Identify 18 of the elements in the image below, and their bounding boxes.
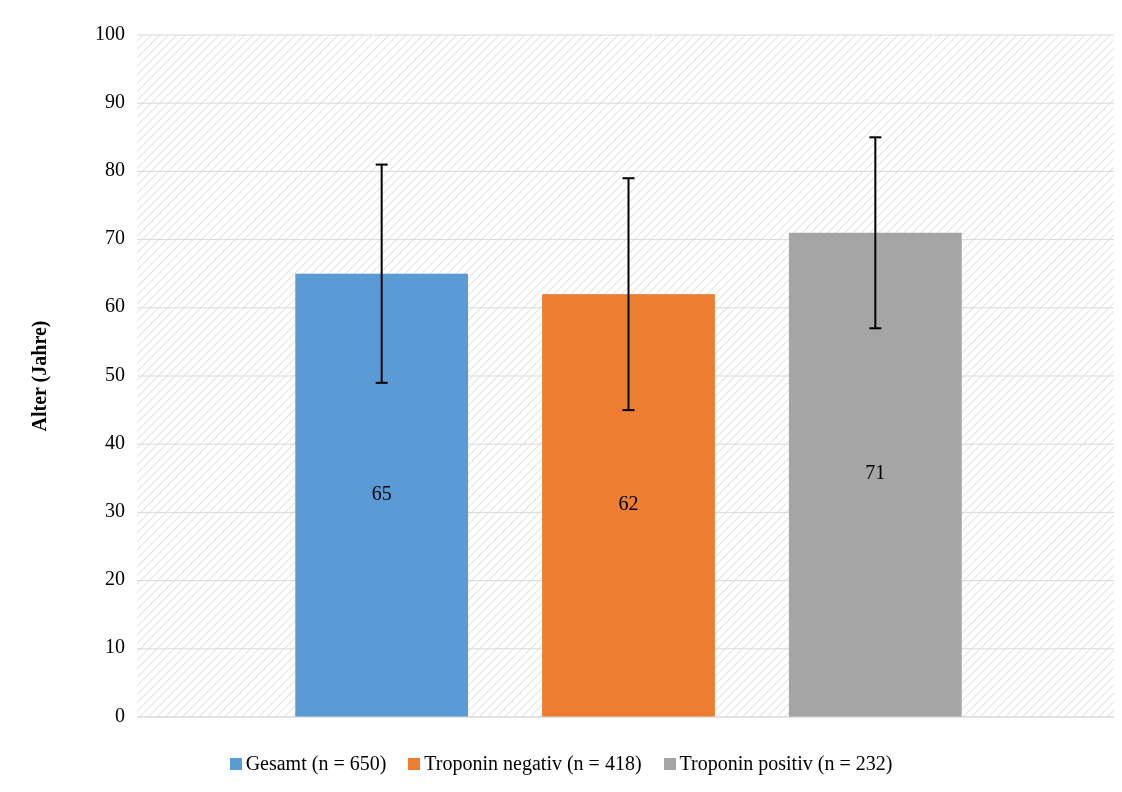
- y-tick-label: 60: [105, 294, 125, 317]
- data-label: 62: [618, 492, 639, 515]
- legend-label: Gesamt (n = 650): [245, 752, 387, 775]
- y-axis-title: Alter (Jahre): [28, 320, 51, 432]
- y-tick-label: 10: [105, 635, 125, 658]
- legend-label: Troponin positiv (n = 232): [679, 752, 893, 775]
- y-tick-label: 30: [105, 498, 125, 521]
- y-tick-label: 50: [105, 362, 125, 385]
- y-tick-label: 70: [105, 226, 125, 249]
- y-tick-label: 0: [115, 703, 125, 726]
- y-tick-label: 100: [95, 21, 125, 44]
- data-label: 71: [865, 461, 886, 484]
- data-label: 65: [371, 481, 392, 504]
- legend-label: Troponin negativ (n = 418): [424, 752, 642, 775]
- y-tick-label: 20: [105, 567, 125, 590]
- y-tick-label: 90: [105, 89, 125, 112]
- y-tick-label: 80: [105, 157, 125, 180]
- y-tick-label: 40: [105, 430, 125, 453]
